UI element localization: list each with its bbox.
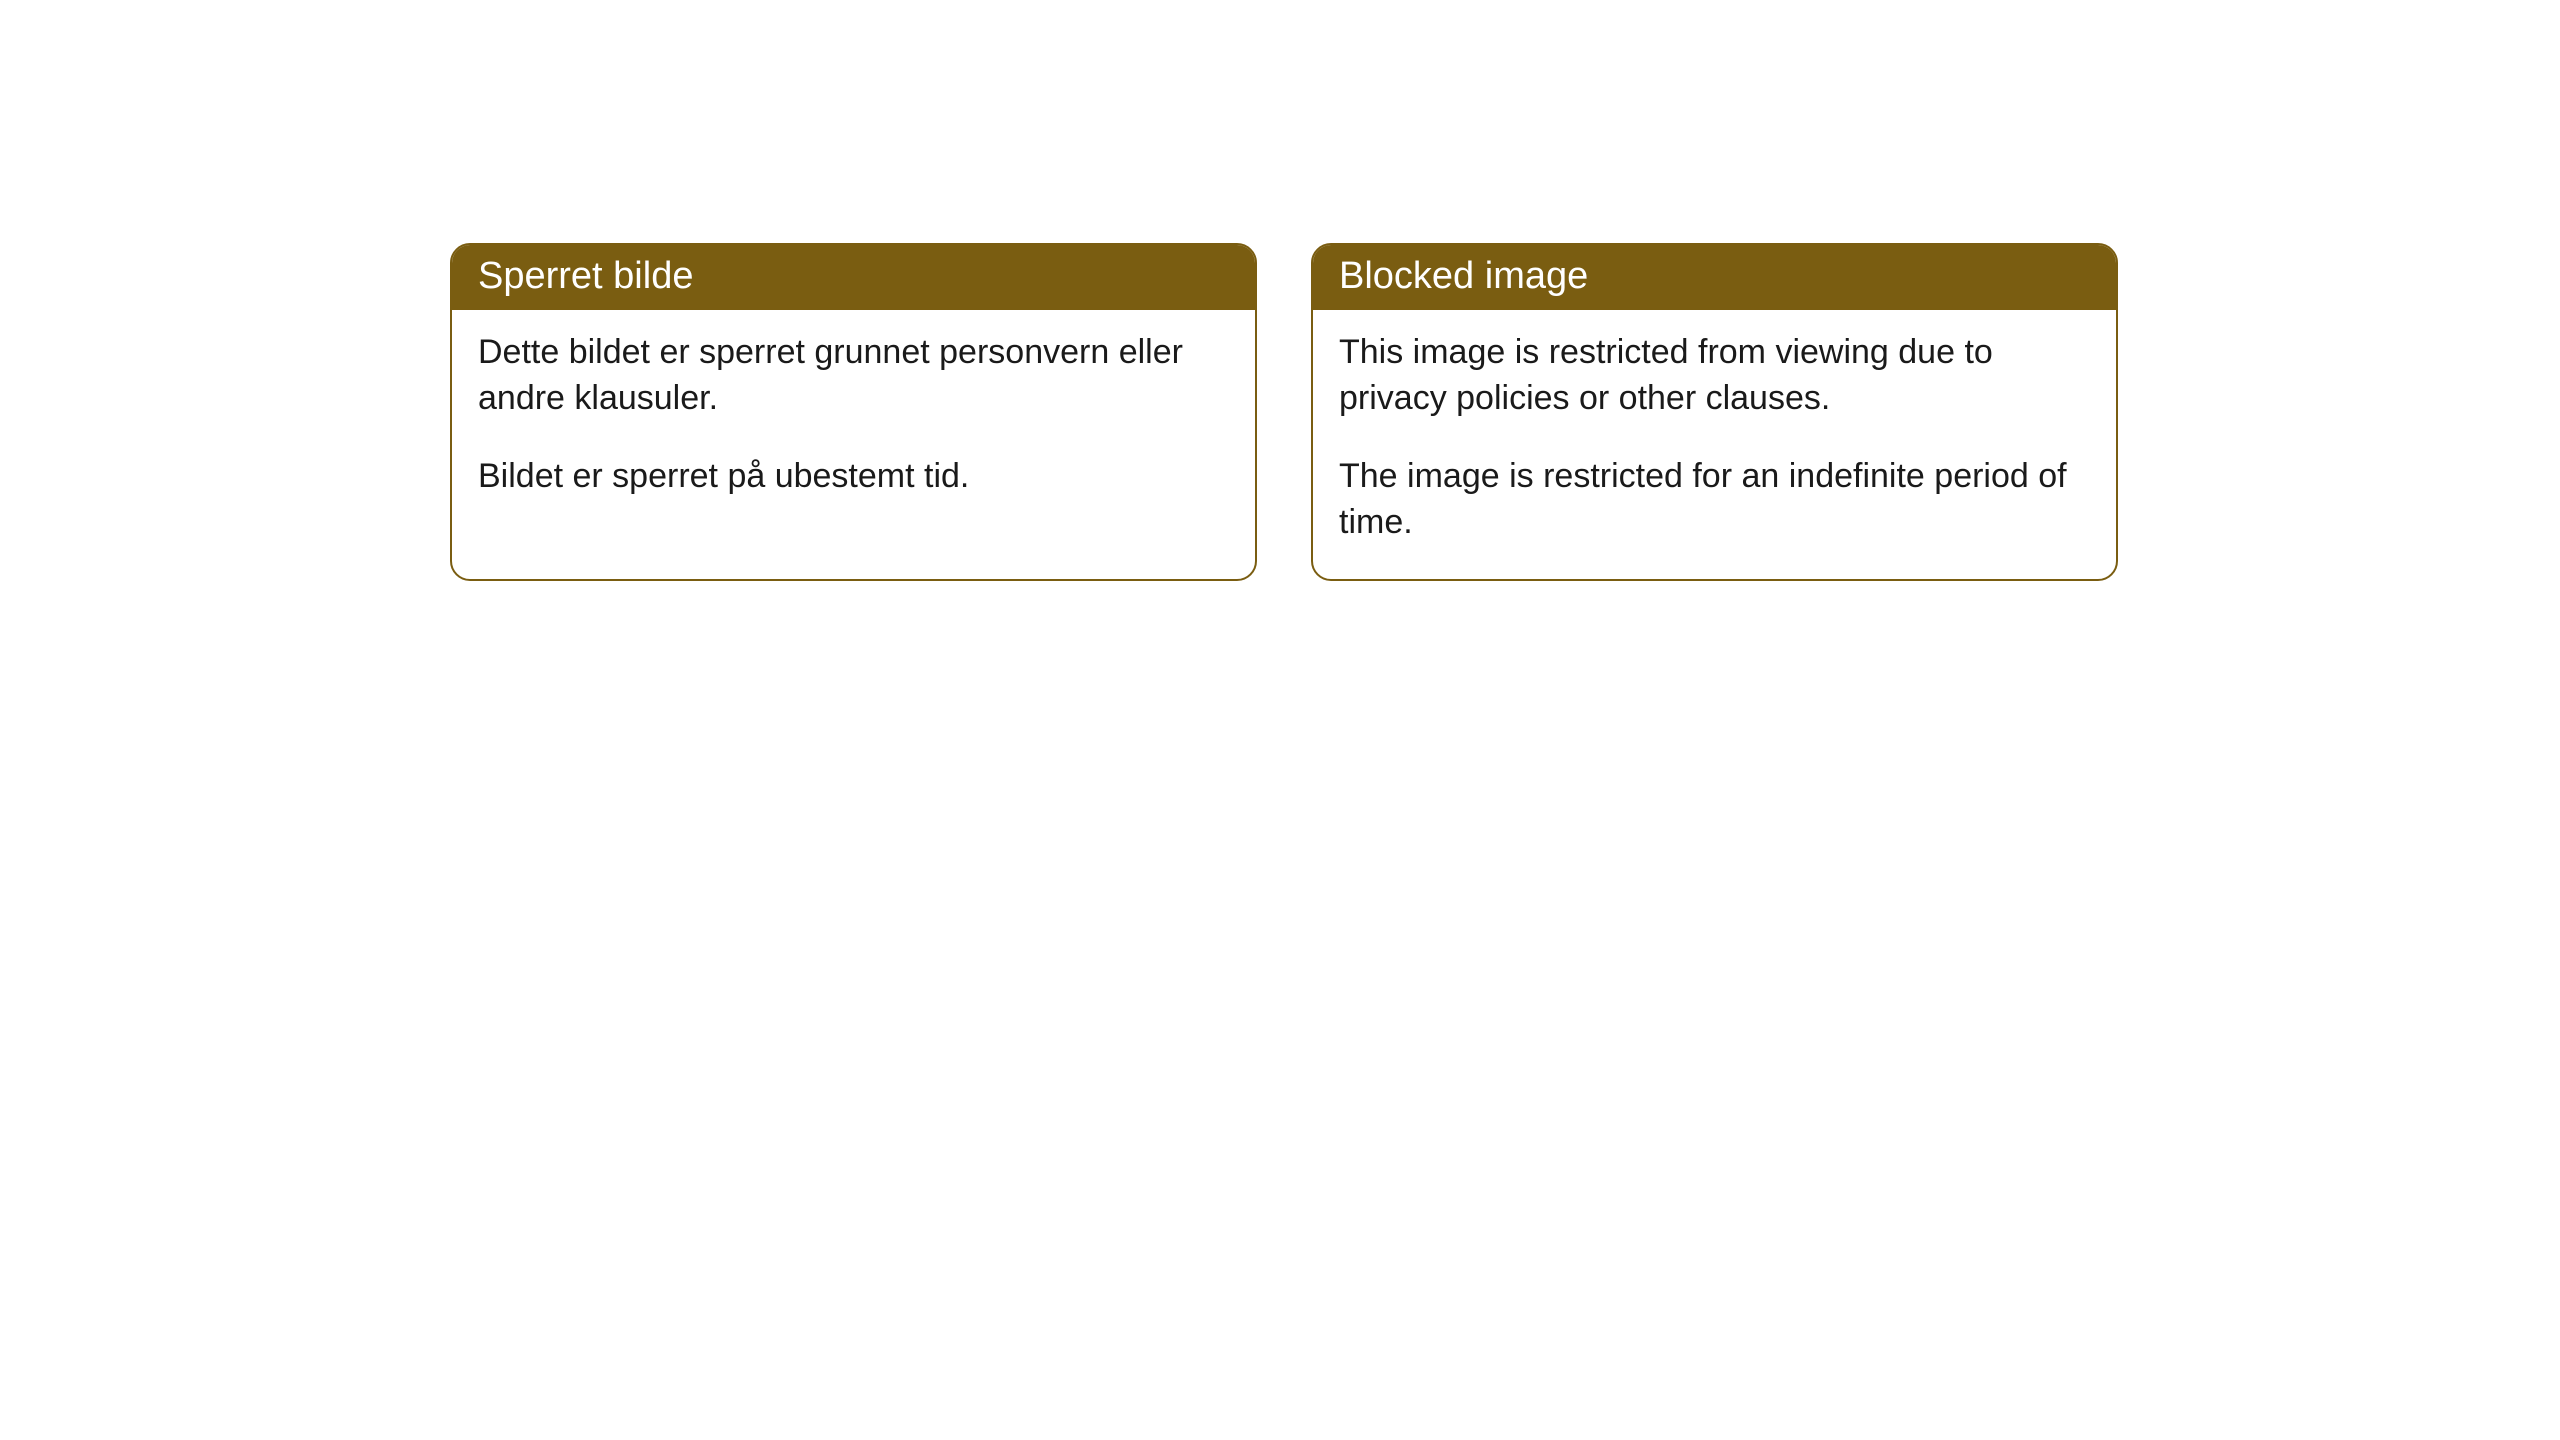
notice-text-reason-norwegian: Dette bildet er sperret grunnet personve…: [478, 330, 1229, 422]
blocked-image-notice-english: Blocked image This image is restricted f…: [1311, 243, 2118, 581]
notice-body-english: This image is restricted from viewing du…: [1313, 310, 2116, 581]
notice-container: Sperret bilde Dette bildet er sperret gr…: [0, 0, 2560, 581]
notice-text-duration-norwegian: Bildet er sperret på ubestemt tid.: [478, 454, 1229, 500]
notice-text-reason-english: This image is restricted from viewing du…: [1339, 330, 2090, 422]
notice-body-norwegian: Dette bildet er sperret grunnet personve…: [452, 310, 1255, 540]
blocked-image-notice-norwegian: Sperret bilde Dette bildet er sperret gr…: [450, 243, 1257, 581]
notice-title-norwegian: Sperret bilde: [452, 245, 1255, 310]
notice-text-duration-english: The image is restricted for an indefinit…: [1339, 454, 2090, 546]
notice-title-english: Blocked image: [1313, 245, 2116, 310]
